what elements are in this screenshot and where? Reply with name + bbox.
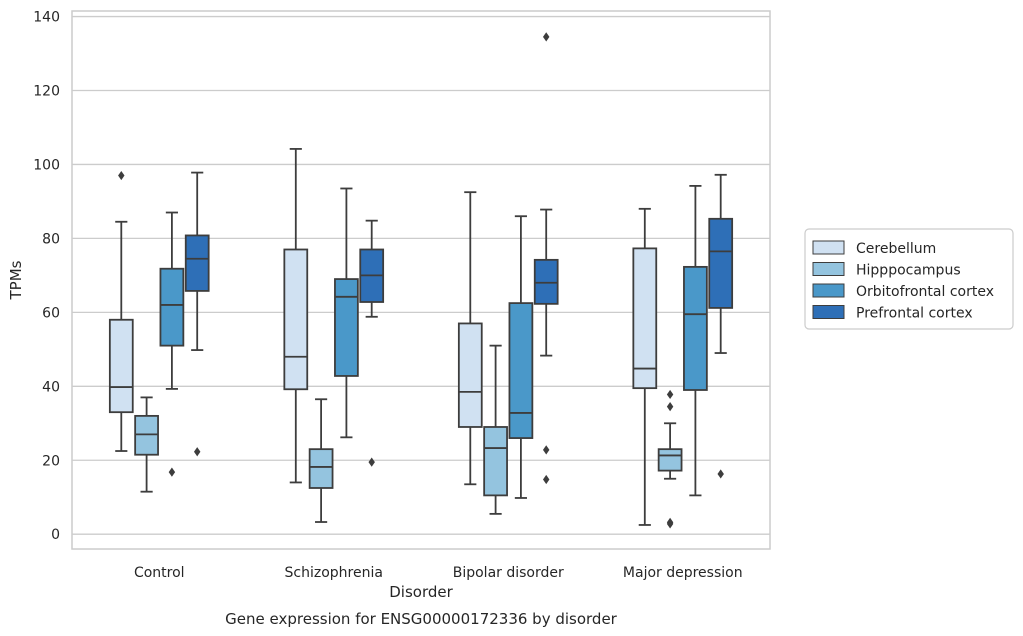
outlier-point: [542, 32, 550, 42]
plot-frame: [71, 10, 771, 550]
box-iqr: [683, 265, 708, 391]
box-iqr: [457, 322, 483, 428]
boxes: [108, 32, 734, 529]
box-iqr: [283, 248, 309, 391]
outlier-point: [368, 457, 375, 467]
legend-item: Orbitofrontal cortex: [812, 283, 994, 300]
legend-label: Cerebellum: [856, 241, 936, 257]
y-axis-label: TPMs: [7, 260, 25, 300]
legend-label: Prefrontal cortex: [856, 306, 973, 322]
outlier-point: [666, 519, 674, 529]
box-iqr: [508, 302, 534, 439]
box-iqr: [708, 217, 734, 309]
legend-label: Hipppocampus: [856, 263, 961, 279]
legend-swatch: [812, 305, 845, 319]
box-iqr: [657, 448, 683, 472]
outlier-point: [717, 469, 724, 479]
legend-swatch: [812, 240, 845, 255]
box-iqr: [632, 247, 658, 390]
outlier-point: [542, 474, 550, 485]
box: [683, 184, 708, 497]
y-tick-label: 100: [33, 157, 60, 173]
box: [308, 398, 334, 523]
box-iqr: [159, 267, 185, 347]
legend-frame: [804, 228, 1014, 330]
outlier-point: [666, 389, 674, 400]
box: [359, 219, 385, 467]
legend-item: Hipppocampus: [812, 262, 961, 279]
x-tick-label: Major depression: [623, 565, 743, 581]
y-tick-label: 60: [42, 305, 60, 321]
box: [134, 396, 159, 493]
legend: Cerebellum Hipppocampus Orbitofrontal cort…: [804, 228, 1014, 330]
y-tick-label: 120: [33, 83, 60, 99]
outlier-point: [666, 402, 674, 412]
box: [708, 173, 734, 479]
box: [533, 32, 559, 485]
box-iqr: [483, 426, 508, 497]
box-iqr: [184, 234, 210, 292]
legend-item: Cerebellum: [812, 240, 936, 257]
y-tick-label: 40: [42, 379, 60, 395]
box: [108, 170, 134, 452]
outlier-point: [542, 445, 550, 455]
box: [457, 191, 483, 486]
y-tick-label: 20: [42, 453, 60, 469]
y-tick-label: 80: [42, 231, 60, 247]
outlier-point: [193, 447, 201, 457]
legend-item: Prefrontal cortex: [812, 305, 973, 322]
box: [184, 171, 210, 457]
chart-caption: Gene expression for ENSG00000172336 by d…: [225, 610, 618, 628]
box-iqr: [533, 258, 559, 305]
box-iqr: [308, 448, 334, 489]
x-tick-label: Bipolar disorder: [453, 565, 564, 581]
legend-swatch: [812, 262, 845, 276]
box-iqr: [108, 318, 134, 414]
outlier-point: [168, 467, 176, 477]
box: [334, 187, 359, 439]
box: [483, 344, 508, 515]
box: [632, 207, 658, 526]
y-tick-labels: 0 20 40 60 80 100 120 140: [33, 10, 60, 544]
box: [657, 389, 683, 529]
x-axis-label: Disorder: [389, 583, 453, 601]
outlier-point: [118, 170, 125, 181]
x-tick-labels: Control Schizophrenia Bipolar disorder Majo…: [134, 565, 743, 581]
y-tick-label: 0: [51, 527, 60, 543]
x-tick-label: Control: [134, 565, 185, 581]
box: [283, 148, 309, 484]
x-tick-label: Schizophrenia: [285, 565, 383, 581]
legend-label: Orbitofrontal cortex: [856, 284, 994, 300]
box-iqr: [134, 414, 159, 456]
box-iqr: [334, 278, 359, 377]
y-tick-label: 140: [33, 10, 60, 26]
legend-swatch: [812, 283, 845, 298]
box: [159, 211, 185, 477]
box: [508, 215, 534, 499]
